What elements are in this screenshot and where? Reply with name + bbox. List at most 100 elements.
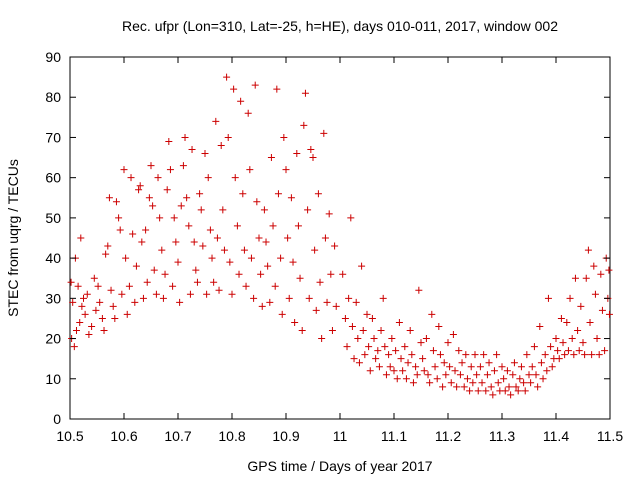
data-point	[285, 294, 293, 302]
data-point	[294, 222, 302, 230]
data-point	[224, 133, 232, 141]
data-point	[516, 375, 524, 383]
data-point	[132, 262, 140, 270]
data-point	[230, 85, 238, 93]
data-point	[206, 226, 214, 234]
data-point	[426, 379, 434, 387]
data-point	[331, 242, 339, 250]
x-tick-label: 11.1	[381, 428, 407, 444]
x-tick-label: 10.8	[218, 428, 245, 444]
data-point	[208, 254, 216, 262]
data-point	[246, 166, 254, 174]
data-point	[72, 327, 80, 335]
data-point	[469, 379, 477, 387]
data-point	[424, 371, 432, 379]
data-point	[100, 327, 108, 335]
data-point	[370, 335, 378, 343]
data-point	[514, 387, 522, 395]
data-point	[478, 379, 486, 387]
data-point	[204, 174, 212, 182]
data-point	[408, 351, 416, 359]
data-point	[534, 383, 542, 391]
data-point	[78, 302, 86, 310]
data-point	[466, 387, 474, 395]
data-point	[442, 371, 450, 379]
data-point	[487, 383, 495, 391]
data-point	[147, 162, 155, 170]
data-point	[129, 230, 137, 238]
data-point	[165, 137, 173, 145]
data-point	[185, 222, 193, 230]
data-point	[547, 343, 555, 351]
data-point	[374, 347, 382, 355]
data-point	[70, 343, 78, 351]
data-point	[102, 250, 110, 258]
x-tick-label: 10.6	[110, 428, 137, 444]
data-point	[231, 174, 239, 182]
data-point	[323, 298, 331, 306]
data-point	[505, 383, 513, 391]
data-point	[348, 322, 356, 330]
data-point	[192, 266, 200, 274]
data-point	[510, 359, 518, 367]
data-point	[332, 302, 340, 310]
data-point	[242, 282, 250, 290]
x-tick-label: 11.5	[597, 428, 623, 444]
data-point	[81, 310, 89, 318]
data-point	[456, 371, 464, 379]
data-point	[104, 242, 112, 250]
data-point	[517, 363, 525, 371]
data-point	[559, 339, 567, 347]
data-point	[212, 117, 220, 125]
data-point	[593, 335, 601, 343]
data-point	[359, 327, 367, 335]
data-point	[196, 190, 204, 198]
data-point	[298, 327, 306, 335]
data-point	[239, 190, 247, 198]
data-point	[250, 294, 258, 302]
data-point	[557, 314, 565, 322]
data-point	[210, 278, 218, 286]
data-point	[150, 266, 158, 274]
data-point	[107, 286, 115, 294]
data-point	[554, 347, 562, 355]
data-point	[213, 234, 221, 242]
data-point	[489, 391, 497, 399]
data-point	[435, 322, 443, 330]
data-point	[568, 335, 576, 343]
data-point	[597, 270, 605, 278]
data-point	[314, 190, 322, 198]
y-tick-label: 20	[45, 331, 61, 347]
data-point	[174, 258, 182, 266]
data-point	[399, 367, 407, 375]
data-point	[530, 343, 538, 351]
data-point	[528, 363, 536, 371]
data-point	[116, 226, 124, 234]
data-point	[455, 347, 463, 355]
data-point	[509, 371, 517, 379]
data-point	[90, 274, 98, 282]
data-point	[309, 154, 317, 162]
data-point	[296, 274, 304, 282]
data-point	[579, 339, 587, 347]
data-point	[193, 278, 201, 286]
data-point	[605, 310, 613, 318]
data-point	[158, 246, 166, 254]
y-tick-label: 40	[45, 250, 61, 266]
data-point	[352, 298, 360, 306]
data-point	[179, 162, 187, 170]
data-point	[80, 294, 87, 302]
data-point	[544, 294, 552, 302]
data-point	[220, 246, 228, 254]
data-point	[255, 234, 263, 242]
data-point	[67, 278, 75, 286]
data-point	[453, 383, 461, 391]
data-point	[402, 375, 410, 383]
plot-frame	[69, 56, 611, 420]
data-point	[507, 391, 515, 399]
data-point	[417, 339, 425, 347]
data-point	[85, 331, 93, 339]
data-point	[539, 375, 547, 383]
data-point	[280, 133, 288, 141]
